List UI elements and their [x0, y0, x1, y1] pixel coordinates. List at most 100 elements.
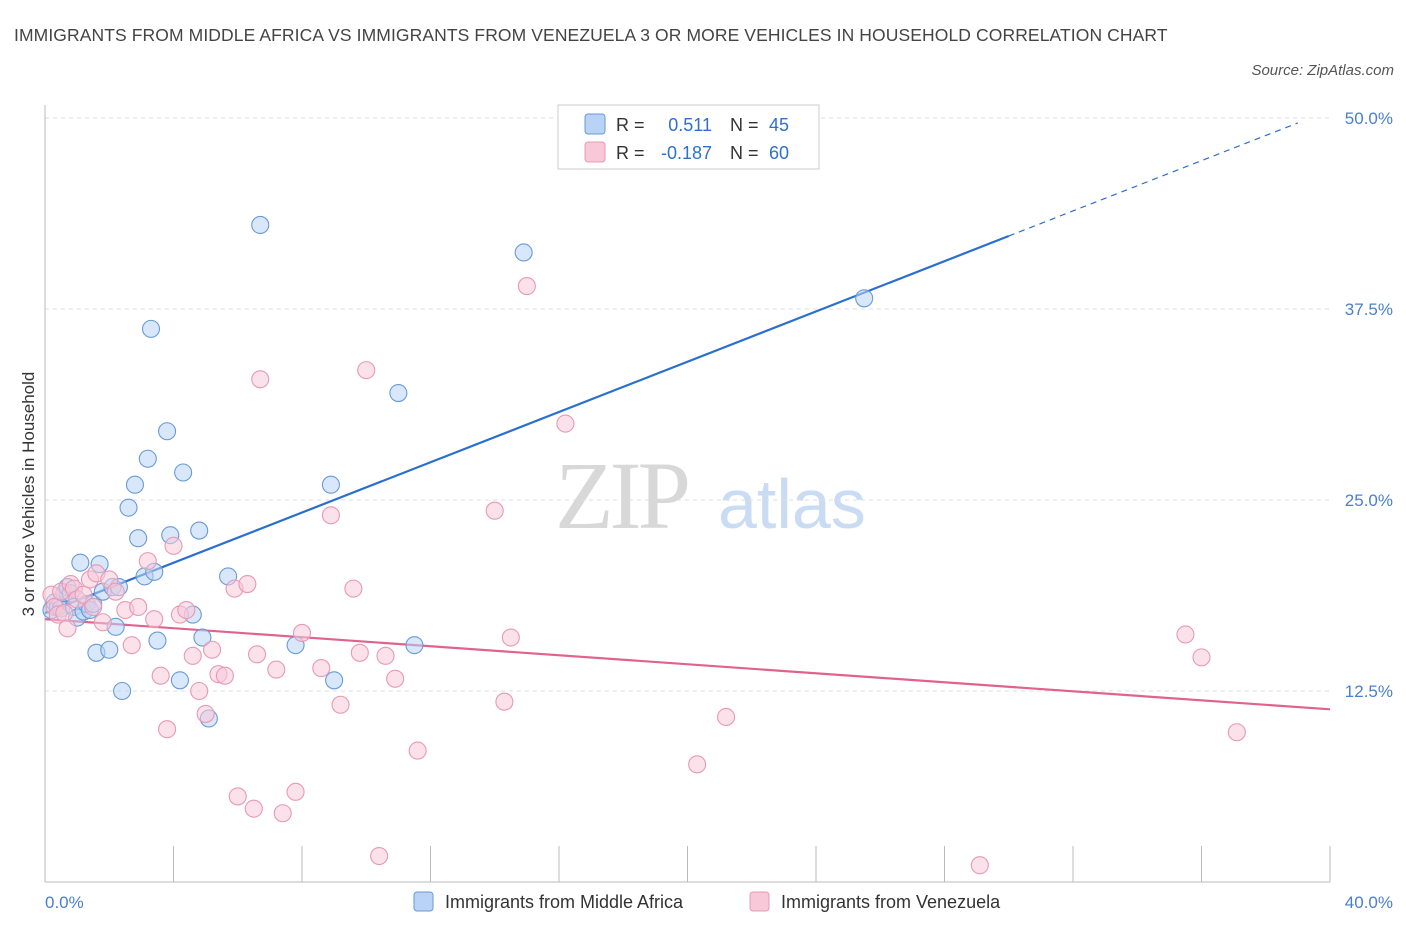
- point-middle-africa-24: [129, 529, 148, 548]
- point-venezuela-59: [970, 856, 989, 875]
- point-venezuela-49: [376, 646, 395, 665]
- point-venezuela-50: [386, 669, 405, 688]
- y-tick-label-2: 37.5%: [1345, 300, 1393, 319]
- bottom-legend-label-2: Immigrants from Venezuela: [781, 892, 1001, 912]
- legend-n-value-2: 60: [769, 143, 789, 163]
- bottom-legend-label-1: Immigrants from Middle Africa: [445, 892, 684, 912]
- chart-title: IMMIGRANTS FROM MIDDLE AFRICA VS IMMIGRA…: [14, 25, 1168, 45]
- point-venezuela-25: [177, 600, 196, 620]
- point-venezuela-19: [138, 552, 157, 571]
- point-middle-africa-36: [193, 628, 212, 647]
- source-label: Source: ZipAtlas.com: [1251, 62, 1394, 79]
- point-middle-africa-32: [170, 671, 189, 690]
- point-venezuela-41: [292, 623, 312, 642]
- point-middle-africa-39: [251, 215, 270, 235]
- point-venezuela-48: [370, 846, 389, 866]
- point-venezuela-22: [158, 720, 177, 739]
- legend-r-value-1: 0.511: [668, 115, 712, 135]
- trendline-middle-africa-extension: [1008, 122, 1299, 237]
- bottom-legend-swatch-blue: [413, 891, 434, 912]
- point-venezuela-61: [1192, 648, 1211, 667]
- y-tick-label-3: 50.0%: [1345, 109, 1393, 128]
- point-venezuela-60: [1176, 625, 1195, 644]
- y-tick-label-1: 25.0%: [1345, 491, 1393, 510]
- point-venezuela-20: [145, 610, 164, 629]
- point-venezuela-42: [312, 659, 331, 678]
- point-venezuela-17: [122, 636, 141, 655]
- stats-legend: R = 0.511 N = 45 R = -0.187 N = 60: [557, 104, 820, 170]
- legend-n-value-1: 45: [769, 115, 789, 135]
- y-axis-label: 3 or more Vehicles in Household: [19, 372, 38, 617]
- point-venezuela-31: [215, 666, 234, 685]
- point-venezuela-40: [286, 782, 305, 801]
- point-middle-africa-21: [113, 681, 132, 701]
- point-middle-africa-33: [174, 463, 193, 482]
- y-tick-label-0: 12.5%: [1345, 682, 1393, 701]
- point-venezuela-11: [84, 597, 103, 617]
- point-middle-africa-22: [119, 498, 138, 517]
- grid: [45, 117, 1330, 692]
- point-venezuela-58: [716, 707, 736, 727]
- point-middle-africa-41: [321, 475, 340, 494]
- legend-n-label-1: N =: [730, 115, 759, 135]
- point-venezuela-9: [74, 585, 93, 604]
- point-venezuela-57: [688, 755, 707, 774]
- series-legend: Immigrants from Middle Africa Immigrants…: [413, 891, 1001, 912]
- trendlines: [44, 122, 1331, 711]
- point-venezuela-34: [238, 574, 257, 594]
- tick-labels: 12.5% 25.0% 37.5% 50.0% 0.0% 40.0%: [45, 109, 1393, 912]
- trendline-venezuela: [44, 618, 1331, 711]
- point-venezuela-29: [203, 640, 222, 659]
- legend-swatch-pink: [584, 141, 606, 163]
- point-venezuela-47: [357, 361, 376, 380]
- point-venezuela-53: [495, 692, 514, 711]
- point-venezuela-15: [106, 582, 125, 601]
- point-middle-africa-46: [855, 289, 874, 308]
- point-middle-africa-23: [125, 475, 144, 494]
- point-middle-africa-26: [138, 449, 157, 468]
- point-venezuela-51: [408, 741, 427, 760]
- point-venezuela-52: [485, 501, 504, 520]
- point-venezuela-23: [164, 536, 183, 555]
- legend-swatch-blue: [584, 113, 606, 135]
- data-points: [42, 215, 1246, 875]
- legend-r-label-1: R =: [616, 115, 645, 135]
- point-venezuela-56: [556, 414, 575, 433]
- point-venezuela-38: [267, 660, 286, 679]
- point-middle-africa-44: [405, 636, 424, 655]
- point-venezuela-55: [517, 277, 536, 296]
- point-venezuela-46: [350, 643, 369, 662]
- x-tick-label-1: 40.0%: [1345, 893, 1393, 912]
- point-venezuela-43: [321, 506, 340, 525]
- trendline-middle-africa: [44, 235, 1010, 615]
- point-venezuela-44: [331, 695, 350, 714]
- point-venezuela-45: [344, 579, 363, 598]
- point-middle-africa-42: [325, 671, 344, 690]
- point-venezuela-26: [183, 646, 202, 665]
- point-middle-africa-9: [71, 553, 90, 572]
- point-venezuela-5: [58, 619, 77, 638]
- axes: [44, 105, 1331, 883]
- point-venezuela-13: [93, 613, 112, 632]
- point-middle-africa-27: [141, 319, 161, 338]
- point-middle-africa-43: [389, 383, 408, 403]
- point-venezuela-18: [129, 597, 148, 617]
- watermark-zip: ZIP: [555, 442, 688, 549]
- point-middle-africa-29: [148, 631, 167, 650]
- point-venezuela-62: [1227, 723, 1246, 742]
- point-venezuela-27: [190, 681, 209, 701]
- legend-r-label-2: R =: [616, 143, 645, 163]
- point-venezuela-21: [151, 666, 170, 685]
- point-venezuela-39: [273, 804, 292, 823]
- point-venezuela-33: [228, 787, 247, 806]
- point-venezuela-28: [196, 704, 215, 723]
- point-middle-africa-30: [158, 422, 177, 441]
- point-middle-africa-35: [190, 521, 209, 540]
- point-middle-africa-45: [514, 243, 533, 262]
- point-venezuela-35: [244, 799, 263, 818]
- x-tick-label-0: 0.0%: [45, 893, 84, 912]
- point-venezuela-37: [251, 370, 270, 389]
- watermark-atlas: atlas: [718, 465, 866, 543]
- point-venezuela-4: [55, 604, 74, 623]
